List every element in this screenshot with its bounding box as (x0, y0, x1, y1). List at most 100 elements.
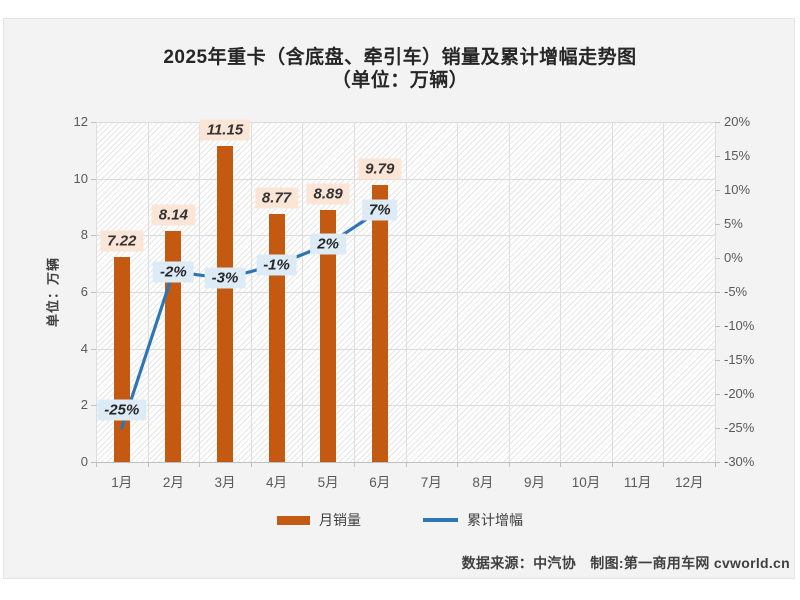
sales-bar-5月 (320, 210, 337, 462)
left-axis-tick (91, 405, 96, 407)
x-axis-label-1月: 1月 (111, 475, 133, 490)
x-axis-label-9月: 9月 (523, 475, 545, 490)
right-axis-tick-label: -30% (724, 454, 755, 469)
vertical-gridline (457, 122, 459, 462)
legend-item-growth: 累计增幅 (423, 510, 523, 530)
bar-value-label: 11.15 (199, 119, 251, 141)
x-axis-tick (199, 462, 201, 467)
sales-bar-3月 (216, 146, 233, 462)
left-axis-tick (91, 348, 96, 350)
right-axis-tick-label: 0% (724, 250, 743, 265)
vertical-gridline (96, 122, 97, 462)
sales-bar-2月 (165, 231, 182, 462)
bar-value-label: 8.77 (254, 187, 299, 209)
growth-value-label: -2% (153, 261, 194, 283)
x-axis-label-4月: 4月 (266, 475, 288, 490)
x-axis-tick (457, 462, 459, 467)
right-axis-tick-label: 10% (724, 182, 751, 197)
left-axis-tick (91, 235, 96, 237)
left-axis-tick (91, 178, 96, 180)
left-axis-tick (91, 292, 96, 293)
vertical-gridline (147, 122, 149, 462)
legend-item-sales: 月销量 (277, 510, 361, 530)
right-axis-tick-label: 5% (724, 216, 743, 231)
x-axis-tick (147, 462, 149, 467)
x-axis-label-11月: 11月 (623, 475, 652, 490)
growth-value-label: -25% (97, 399, 147, 421)
x-axis-tick (353, 462, 355, 467)
right-axis-tick (715, 224, 720, 225)
x-axis-label-6月: 6月 (369, 475, 391, 490)
sales-bar-4月 (268, 213, 285, 462)
x-axis-label-5月: 5月 (317, 475, 339, 490)
legend: 月销量 累计增幅 (0, 509, 800, 531)
vertical-gridline (560, 122, 562, 462)
left-axis-tick-label: 2 (80, 397, 88, 413)
vertical-gridline (199, 122, 201, 462)
x-axis-tick (302, 462, 304, 467)
x-axis-tick (405, 462, 407, 467)
right-axis-tick (715, 394, 720, 395)
x-axis-label-12月: 12月 (674, 475, 704, 490)
left-axis-tick-label: 6 (80, 284, 88, 299)
right-axis-tick (715, 156, 720, 157)
right-axis-tick (715, 122, 720, 123)
x-axis-tick (96, 462, 97, 467)
bar-value-label: 8.89 (306, 183, 350, 205)
right-axis-tick (715, 462, 720, 463)
right-axis-tick (715, 258, 720, 259)
x-axis-tick (715, 462, 716, 467)
chart-title: 2025年重卡（含底盘、牵引车）销量及累计增幅走势图 （单位：万辆） (0, 46, 800, 92)
right-axis-tick (715, 428, 720, 429)
x-axis-tick (663, 462, 665, 467)
sales-bar-6月 (371, 184, 388, 462)
growth-value-label: 2% (310, 233, 346, 255)
left-axis-tick (91, 122, 96, 123)
right-axis-tick-label: -25% (724, 420, 755, 435)
vertical-gridline (405, 122, 407, 462)
right-axis-tick-label: -15% (724, 352, 755, 367)
vertical-gridline (302, 122, 304, 462)
right-axis-tick-label: 15% (724, 148, 751, 163)
legend-label-sales: 月销量 (319, 512, 361, 528)
right-axis-tick (715, 326, 720, 327)
line-series-swatch (423, 518, 458, 522)
right-axis-tick-label: 20% (724, 114, 751, 129)
growth-value-label: 7% (361, 199, 398, 221)
x-axis-tick (560, 462, 562, 467)
x-axis-label-7月: 7月 (420, 475, 442, 490)
growth-line-chart (120, 208, 382, 430)
legend-label-growth: 累计增幅 (467, 512, 523, 528)
bar-value-label: 7.22 (100, 230, 144, 252)
left-axis-tick-label: 10 (73, 170, 88, 186)
left-axis-tick-label: 8 (80, 227, 88, 243)
growth-value-label: -1% (256, 254, 297, 276)
chart-title-line2: （单位：万辆） (331, 70, 469, 91)
chart-title-line1: 2025年重卡（含底盘、牵引车）销量及累计增幅走势图 (163, 47, 637, 68)
vertical-gridline (250, 122, 252, 462)
right-axis-tick-label: -10% (724, 318, 755, 333)
left-axis-tick-label: 0 (80, 454, 88, 469)
right-axis-tick (715, 292, 720, 293)
vertical-gridline (508, 122, 510, 462)
bar-value-label: 9.79 (358, 158, 402, 180)
vertical-gridline (353, 122, 355, 462)
left-axis-tick-label: 4 (80, 340, 88, 356)
vertical-gridline (663, 122, 665, 462)
x-axis-tick (611, 462, 613, 467)
right-axis-tick-label: -5% (724, 284, 748, 299)
growth-value-label: -3% (204, 267, 246, 289)
right-axis-tick-label: -20% (724, 386, 755, 401)
x-axis-label-10月: 10月 (571, 475, 601, 490)
plot-area (96, 122, 716, 462)
left-axis-tick (91, 462, 96, 463)
bar-series-swatch (277, 515, 310, 525)
left-axis-tick-label: 12 (73, 114, 88, 129)
x-axis-label-2月: 2月 (162, 475, 184, 490)
right-axis-tick (715, 360, 720, 361)
x-axis-label-3月: 3月 (214, 475, 236, 490)
bar-value-label: 8.14 (151, 204, 195, 226)
x-axis-label-8月: 8月 (472, 475, 494, 490)
right-axis-tick (715, 190, 720, 191)
